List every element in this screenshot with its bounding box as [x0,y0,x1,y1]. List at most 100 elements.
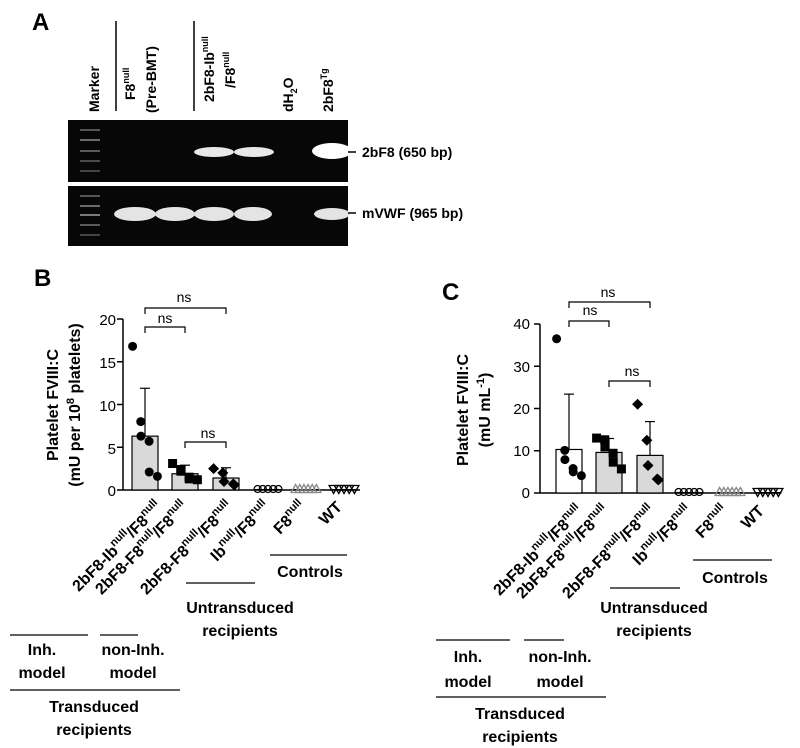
data-point [641,434,653,446]
data-point [772,487,785,498]
data-point [184,474,194,484]
lane5-label: dH2O [280,77,299,112]
group1-label: F8null [121,68,138,100]
inh-label: Inh. [454,649,482,666]
significance-bracket [184,441,227,448]
noninh-label: non-Inh. [528,649,591,666]
data-point [136,417,146,427]
data-point [734,486,747,497]
xlabel-g5: F8null [691,501,732,542]
panel-c: C Platelet FVIII:C (mU mL-1) 0 10 20 30 … [436,279,785,746]
group2-sublabel: /F8null [221,52,238,88]
data-point [253,484,262,494]
inh-label: Inh. [28,642,56,659]
gel-1-band-lane4 [234,147,274,157]
marker-label: Marker [86,66,102,112]
panel-b-ylabel-1: Platelet FVIII:C [45,349,62,461]
data-point [218,475,230,487]
panel-b: B Platelet FVIII:C (mU per 108 platelets… [10,265,361,739]
data-point [679,487,688,497]
panel-b-ytick: 20 [99,312,116,329]
data-point [560,445,570,455]
data-point [144,467,154,477]
panel-b-ylabel-2: (mU per 108 platelets) [65,323,84,487]
ns-label: ns [201,425,216,441]
panel-b-yticks: 0 5 10 15 20 [99,312,116,500]
data-point [168,458,178,468]
gel-1-band-lane3 [194,147,234,157]
data-point [348,484,361,495]
data-point [128,341,138,351]
gel-1-band-lane6 [312,143,352,159]
data-point [690,487,699,497]
bar [131,435,159,491]
ns-label: ns [158,310,173,326]
transduced-label: Transduced [475,706,565,723]
panel-c-yticks: 0 10 20 30 40 [513,316,530,502]
panel-c-ylabel-1: Platelet FVIII:C [455,354,472,466]
panel-b-ytick: 0 [108,483,116,500]
ns-label: ns [601,284,616,300]
data-point [674,487,683,497]
significance-bracket [608,380,651,387]
data-point [310,483,323,494]
lane6-label: 2bF8Tg [319,68,336,112]
significance-bracket [144,307,227,314]
data-point [608,457,618,467]
panel-c-ytick: 10 [513,443,530,460]
data-point [217,467,229,479]
panel-b-letter: B [34,265,51,292]
untransduced-label: recipients [202,623,278,640]
group2-label: 2bF8-Ibnull [200,36,217,102]
data-point [642,460,654,472]
controls-label: Controls [702,570,768,587]
data-point [568,467,578,477]
data-point [576,471,586,481]
panel-a-letter: A [32,9,49,36]
panel-a: A Marker F8null (Pre-BMT) 2bF8-Ibnull /F… [32,9,463,246]
gel-2-band-lane2 [155,207,195,221]
panel-b-ytick: 5 [108,441,116,458]
panel-b-ytick: 15 [99,355,116,372]
gel-2-band-lane4 [234,207,272,221]
panel-c-letter: C [442,279,459,306]
controls-label: Controls [277,564,343,581]
gel-2-band-lane1 [114,207,156,221]
transduced-label: recipients [482,729,558,746]
gel-2-label: mVWF (965 bp) [362,205,463,221]
data-point [600,442,610,452]
transduced-label: recipients [56,722,132,739]
panel-b-plot [117,307,361,495]
bar [636,454,664,494]
data-point [608,448,618,458]
panel-c-plot [534,301,785,498]
data-point [616,464,626,474]
gel-2-band-lane3 [194,207,234,221]
transduced-label: Transduced [49,699,139,716]
xlabel-g5: F8null [269,497,310,538]
data-point [269,484,278,494]
data-point [274,484,283,494]
gel-2-band-lane6 [314,208,350,220]
gel-1-marker-ladder [80,129,100,172]
group1-sublabel: (Pre-BMT) [143,46,159,113]
data-point [228,479,240,491]
data-point [176,466,186,476]
inh-label: model [444,674,491,691]
significance-bracket [568,320,610,327]
panel-c-ytick: 0 [522,485,530,502]
gel-2-marker-ladder [80,195,100,236]
ns-label: ns [583,302,598,318]
ns-label: ns [625,363,640,379]
data-point [192,475,202,485]
panel-b-ytick: 10 [99,398,116,415]
data-point [263,484,273,494]
data-point [560,455,570,465]
significance-bracket [144,326,186,333]
noninh-label: non-Inh. [101,642,164,659]
data-point [600,435,610,445]
data-point [144,436,154,446]
data-point [684,487,694,497]
data-point [208,463,220,475]
